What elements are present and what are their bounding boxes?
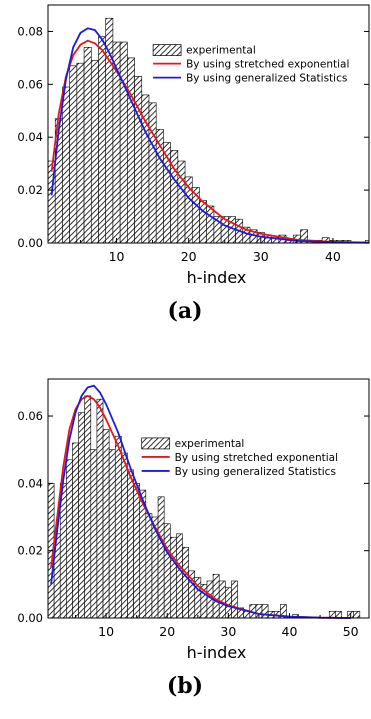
chart-a: 10 20 30 40 0.00 0.02 0.04 0.06 0.08 h-index exper…	[17, 4, 370, 324]
y-tick-label: 0.00	[17, 611, 43, 625]
y-tick-label: 0.06	[17, 77, 43, 91]
x-tick-label: 30	[253, 249, 269, 264]
histogram-bar	[62, 86, 70, 244]
histogram-bar	[83, 47, 92, 244]
histogram-bar	[148, 102, 157, 244]
histogram-bar	[261, 604, 269, 619]
legend: experimental By using stretched exponenti…	[141, 437, 338, 478]
series-line-2	[50, 384, 351, 619]
x-tick-label: 20	[181, 249, 197, 264]
histogram-bar	[127, 469, 134, 619]
chart-panel-a: 10 20 30 40 0.00 0.02 0.04 0.06 0.08 h-index exper…	[0, 0, 371, 350]
histogram-bar	[69, 65, 78, 244]
y-tick-label: 0.04	[17, 130, 43, 144]
histogram-bar	[108, 449, 116, 619]
x-tick-label: 30	[220, 624, 236, 639]
histogram-bar	[212, 573, 220, 619]
histogram-bar	[231, 580, 238, 619]
histogram-bar	[119, 41, 128, 244]
legend-label-2: By using generalized Statistics	[175, 466, 336, 478]
y-tick-label: 0.04	[17, 476, 43, 490]
legend-label-0: experimental	[175, 438, 245, 450]
y-tick-label: 0.02	[17, 183, 43, 197]
x-tick-label: 10	[98, 624, 114, 639]
histogram-bar	[145, 513, 153, 619]
legend-label-2: By using generalized Statistics	[186, 73, 347, 85]
chart-b: 10 20 30 40 50 0.00 0.02 0.04 0.06 h-index experim…	[17, 378, 370, 699]
histogram-bar	[102, 429, 110, 619]
x-tick-label: 40	[325, 249, 341, 264]
y-tick-label: 0.02	[17, 544, 43, 558]
y-tick-label: 0.06	[17, 409, 43, 423]
histogram-bar	[177, 160, 186, 244]
histogram-bar	[114, 435, 122, 619]
y-tick-label: 0.08	[17, 24, 43, 38]
histogram-bar	[176, 533, 183, 619]
legend-label-1: By using stretched exponential	[186, 59, 349, 71]
histogram-bar	[182, 547, 189, 619]
histogram-bar	[84, 395, 92, 619]
histogram-bar	[78, 412, 85, 619]
histogram-bar	[90, 449, 98, 619]
legend-swatch-experimental	[141, 437, 171, 450]
histogram-bar	[133, 483, 141, 619]
legend-label-1: By using stretched exponential	[175, 452, 338, 464]
series-line-2	[50, 27, 370, 244]
legend-label-0: experimental	[186, 45, 256, 57]
histogram-bars	[47, 17, 370, 244]
panel-caption: (a)	[167, 298, 202, 324]
panel-caption: (b)	[167, 673, 203, 699]
histogram-bar	[127, 57, 135, 244]
fit-curves	[50, 27, 370, 244]
fit-curves	[50, 384, 351, 619]
legend-swatch-experimental	[152, 44, 182, 56]
histogram-bar	[96, 398, 104, 619]
series-line-1	[50, 39, 370, 244]
x-tick-label: 50	[343, 624, 359, 639]
x-tick-label: 40	[282, 624, 298, 639]
x-tick-label: 20	[159, 624, 175, 639]
plot-frame	[47, 378, 370, 619]
x-axis-label: h-index	[187, 268, 247, 287]
histogram-bar	[66, 459, 73, 619]
x-tick-label: 10	[109, 249, 125, 264]
chart-panel-b: 10 20 30 40 50 0.00 0.02 0.04 0.06 h-index experim…	[0, 358, 371, 715]
legend: experimental By using stretched exponenti…	[152, 44, 349, 85]
histogram-bar	[98, 36, 107, 244]
histogram-bar	[90, 60, 99, 244]
histogram-bar	[76, 62, 85, 244]
histogram-bar	[169, 536, 177, 619]
plot-frame	[47, 4, 370, 244]
histogram-bar	[134, 76, 143, 244]
histogram-bars	[47, 395, 361, 619]
histogram-bar	[199, 200, 207, 244]
x-axis-label: h-index	[187, 643, 247, 662]
histogram-bar	[72, 442, 79, 619]
histogram-bar	[163, 523, 171, 619]
histogram-bar	[206, 205, 215, 244]
histogram-bar	[218, 580, 226, 619]
y-tick-label: 0.00	[17, 236, 43, 250]
histogram-bar	[353, 610, 361, 619]
histogram-bar	[121, 452, 128, 619]
histogram-bar	[157, 496, 165, 619]
